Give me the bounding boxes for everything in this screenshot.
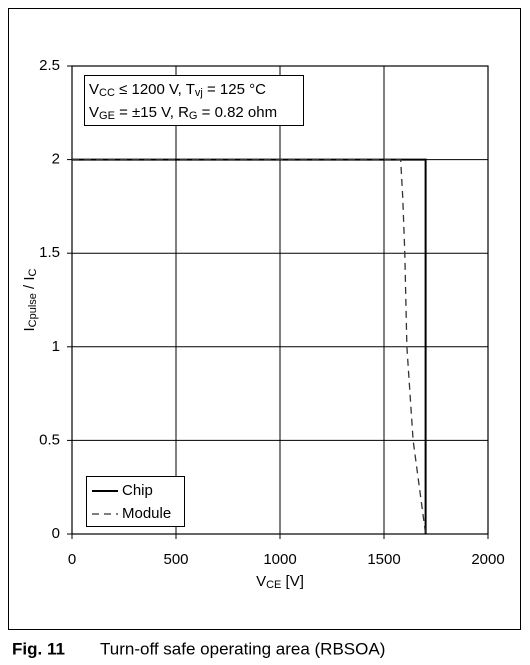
text-part: = 0.82 ohm [197,104,277,121]
text-part: CE [266,579,281,591]
text-part: vj [195,87,203,99]
legend-label: Chip [122,482,153,499]
text-part: [V] [281,573,304,590]
y-tick-label: 1.5 [39,244,60,261]
text-part: CC [99,87,115,99]
text-part: = 125 °C [203,81,266,98]
series-line [72,158,427,535]
x-tick-label: 0 [68,551,76,568]
annotation-line: VCC ≤ 1200 V, Tvj = 125 °C [89,81,266,99]
text-part: V [256,573,266,590]
series-line [72,158,427,534]
text-part: I [21,327,38,331]
y-tick-label: 1 [52,338,60,355]
text-part: V [89,104,99,121]
text-part: ≤ 1200 V, T [115,81,195,98]
text-part: = ±15 V, R [115,104,189,121]
y-tick-label: 0.5 [39,431,60,448]
text-part: / I [21,276,38,293]
legend-label: Module [122,505,171,522]
text-part: GE [99,110,115,122]
legend-box [86,476,185,527]
annotation-box [84,75,304,126]
text-part: C [27,268,39,276]
annotation-line: VGE = ±15 V, RG = 0.82 ohm [89,104,277,122]
x-tick-label: 500 [163,551,188,568]
text-part: Cpulse [27,293,39,327]
caption: Turn-off safe operating area (RBSOA) [100,639,385,658]
x-tick-label: 1500 [367,551,400,568]
y-tick-label: 2.5 [39,57,60,74]
plot-frame [71,65,489,535]
y-axis-label: ICpulse / IC [21,268,39,331]
y-tick-label: 0 [52,525,60,542]
figure-label: Fig. 11 [12,639,65,658]
text-part: G [189,110,198,122]
y-tick-label: 2 [52,151,60,168]
figure-frame [8,8,521,630]
text-part: V [89,81,99,98]
x-tick-label: 1000 [263,551,296,568]
x-tick-label: 2000 [471,551,504,568]
x-axis-label: VCE [V] [256,573,304,591]
